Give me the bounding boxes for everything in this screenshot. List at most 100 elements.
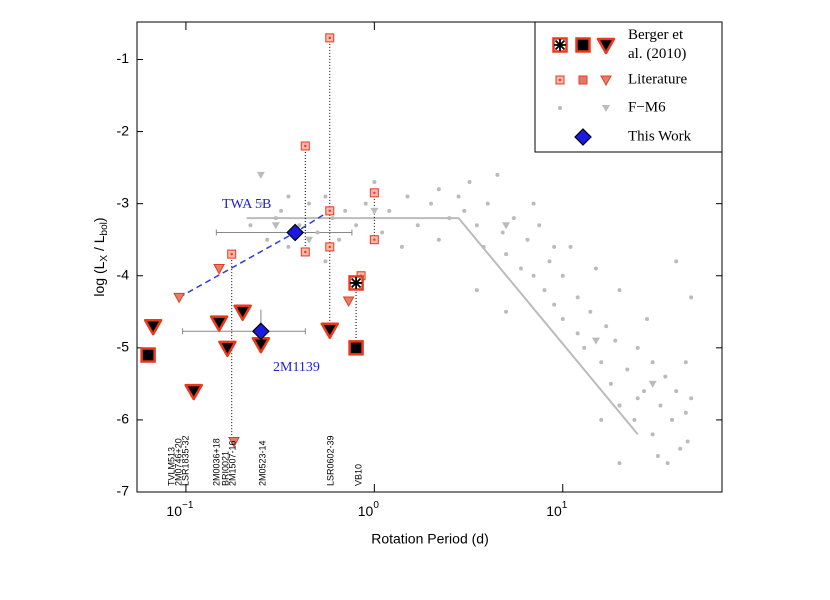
dot <box>500 230 505 235</box>
small_square <box>325 33 335 43</box>
small_triangle <box>342 296 355 308</box>
dot-part <box>273 216 278 221</box>
dot-part <box>674 259 679 264</box>
dot <box>462 208 467 213</box>
legend-label: al. (2010) <box>628 46 686 62</box>
dot-part <box>547 259 552 264</box>
diamond-part <box>286 223 305 242</box>
dot-part <box>518 266 523 271</box>
big_triangle-part <box>184 383 203 401</box>
legend-symbol <box>600 75 612 87</box>
dot-part <box>663 374 668 379</box>
dot <box>436 187 441 192</box>
dot <box>323 194 328 199</box>
dot <box>670 417 675 422</box>
big_square-part <box>575 37 591 53</box>
dot-part <box>642 389 647 394</box>
dot-part <box>343 208 348 213</box>
dot-part <box>429 201 434 206</box>
dot-part <box>582 345 587 350</box>
dot-part <box>474 223 479 228</box>
dot <box>518 266 523 271</box>
dot <box>447 216 452 221</box>
dot-part <box>462 208 467 213</box>
big_triangle <box>209 315 229 332</box>
dot <box>315 230 320 235</box>
small_square <box>227 249 237 259</box>
dot-part <box>399 244 404 249</box>
dot-part <box>604 324 609 329</box>
dot <box>343 208 348 213</box>
dot <box>560 316 565 321</box>
dot <box>685 439 690 444</box>
asterisk-part <box>350 276 363 289</box>
dot-part <box>307 201 312 206</box>
dot <box>415 223 420 228</box>
dot <box>645 316 650 321</box>
dot-part <box>658 403 663 408</box>
dot <box>599 417 604 422</box>
dot-part <box>315 230 320 235</box>
dot <box>504 309 509 314</box>
dot <box>387 208 392 213</box>
diamond <box>252 322 270 341</box>
dot <box>354 223 359 228</box>
y-tick-label: -3 <box>117 194 130 210</box>
dot <box>531 201 536 206</box>
big_triangle-part <box>320 322 340 340</box>
object-label: 2M0523-14 <box>257 440 267 486</box>
dot-part <box>405 194 410 199</box>
dot-part <box>575 331 580 336</box>
legend-symbol <box>552 37 568 53</box>
legend-symbol <box>596 37 616 55</box>
legend-label: This Work <box>628 128 692 144</box>
object-label: VB10 <box>353 464 363 486</box>
small_triangle-part <box>228 437 240 448</box>
dot-part <box>588 309 593 314</box>
small_square-part <box>373 191 376 195</box>
dot <box>575 295 580 300</box>
dot <box>658 403 663 408</box>
gray_triangle-part <box>271 222 280 230</box>
dot-part <box>552 302 557 307</box>
y-label-sub: bol <box>99 222 110 235</box>
small_square-part <box>328 245 331 249</box>
x-tick-exponent: 1 <box>562 500 568 511</box>
dot <box>593 266 598 271</box>
dot-part <box>552 244 557 249</box>
dot <box>380 230 385 235</box>
dot <box>552 244 557 249</box>
gray_triangle-part <box>591 337 600 345</box>
dot-part <box>683 360 688 365</box>
dot <box>474 223 479 228</box>
annotation: 2M1139 <box>273 360 320 375</box>
dot-part <box>655 453 660 458</box>
dot-part <box>474 288 479 293</box>
x-tick-exponent: −1 <box>182 500 194 511</box>
legend-label: Literature <box>628 71 687 87</box>
dot-part <box>558 106 562 110</box>
dot <box>363 201 368 206</box>
x-tick-base: 10 <box>166 503 182 519</box>
dot-part <box>599 417 604 422</box>
dot <box>511 216 516 221</box>
dot <box>542 288 547 293</box>
small_square-part <box>230 252 233 256</box>
dot-part <box>542 288 547 293</box>
dot <box>429 201 434 206</box>
big_square <box>348 340 364 356</box>
dot <box>617 403 622 408</box>
dot-part <box>467 180 472 185</box>
gray_triangle-part <box>502 222 511 230</box>
dot-part <box>286 194 291 199</box>
big_triangle-part <box>209 315 229 332</box>
dot <box>689 295 694 300</box>
object-label: 2M0746+20 <box>173 438 183 486</box>
dot <box>655 453 660 458</box>
dot-part <box>650 360 655 365</box>
dot-part <box>481 244 486 249</box>
big_triangle <box>320 322 340 340</box>
gray_triangle <box>591 337 600 345</box>
dot <box>613 338 618 343</box>
dot <box>635 345 640 350</box>
